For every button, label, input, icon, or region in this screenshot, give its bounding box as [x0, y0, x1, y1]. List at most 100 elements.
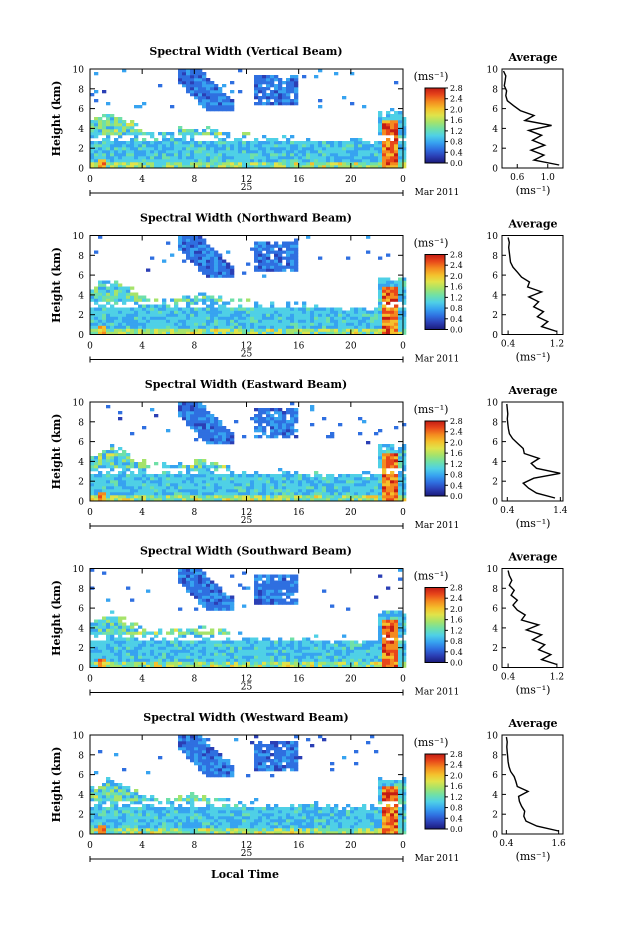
heatmap-cell — [194, 408, 199, 412]
heatmap-cell — [278, 598, 283, 602]
heatmap-cell — [262, 574, 267, 578]
heatmap-cell — [146, 141, 151, 145]
heatmap-cell — [134, 322, 139, 326]
heatmap-cell — [202, 250, 207, 254]
heatmap-cell — [202, 93, 207, 97]
colorbar-tick-label: 1.6 — [450, 616, 463, 625]
heatmap-cell — [326, 474, 331, 478]
heatmap-cell — [186, 420, 191, 424]
heatmap-cell — [310, 423, 315, 427]
heatmap-cell — [242, 604, 247, 608]
heatmap-cell — [382, 126, 387, 130]
heatmap-cell — [258, 153, 263, 157]
heatmap-cell — [226, 598, 231, 602]
heatmap-cell — [334, 147, 339, 151]
heatmap-cell — [170, 313, 175, 317]
heatmap-cell — [402, 289, 407, 293]
heatmap-cell — [198, 643, 203, 647]
heatmap-cell — [166, 649, 171, 653]
heatmap-cell — [378, 574, 383, 578]
heatmap-cell — [102, 498, 107, 502]
heatmap-cell — [194, 307, 199, 311]
heatmap-cell — [142, 459, 147, 463]
heatmap-cell — [210, 652, 215, 656]
heatmap-cell — [210, 586, 215, 590]
heatmap-cell — [270, 102, 275, 106]
heatmap-cell — [94, 313, 99, 317]
heatmap-cell — [398, 162, 403, 166]
heatmap-cell — [94, 810, 99, 814]
heatmap-cell — [142, 483, 147, 487]
heatmap-cell — [294, 268, 299, 272]
heatmap-cell — [202, 595, 207, 599]
heatmap-cell — [402, 325, 407, 329]
heatmap-cell — [334, 322, 339, 326]
heatmap-cell — [302, 310, 307, 314]
heatmap-cell — [354, 165, 359, 169]
heatmap-cell — [378, 316, 383, 320]
heatmap-cell — [206, 486, 211, 490]
heatmap-cell — [258, 150, 263, 154]
heatmap-cell — [134, 159, 139, 163]
heatmap-cell — [258, 156, 263, 160]
heatmap-cell — [122, 301, 127, 305]
heatmap-cell — [246, 298, 251, 302]
heatmap-cell — [290, 165, 295, 169]
heatmap-cell — [234, 480, 239, 484]
heatmap-cell — [194, 646, 199, 650]
colorbar-tick-label: 0.0 — [450, 492, 463, 501]
heatmap-cell — [258, 81, 263, 85]
heatmap-cell — [222, 640, 227, 644]
heatmap-cell — [346, 313, 351, 317]
heatmap-cell — [126, 640, 131, 644]
heatmap-cell — [246, 165, 251, 169]
heatmap-cell — [402, 301, 407, 305]
heatmap-cell — [274, 495, 279, 499]
heatmap-cell — [198, 322, 203, 326]
heatmap-cell — [274, 87, 279, 91]
heatmap-cell — [290, 574, 295, 578]
heatmap-cell — [210, 316, 215, 320]
heatmap-cell — [218, 316, 223, 320]
heatmap-cell — [402, 643, 407, 647]
heatmap-cell — [394, 156, 399, 160]
heatmap-cell — [362, 328, 367, 332]
heatmap-cell — [214, 316, 219, 320]
heatmap-cell — [126, 486, 131, 490]
heatmap-cell — [402, 286, 407, 290]
heatmap-cell — [214, 150, 219, 154]
heatmap-cell — [94, 132, 99, 136]
heatmap-cell — [178, 235, 183, 239]
heatmap-cell — [250, 640, 255, 644]
y-tick-label: 10 — [73, 232, 85, 242]
heatmap-cell — [286, 241, 291, 245]
heatmap-cell — [330, 483, 335, 487]
heatmap-cell — [310, 658, 315, 662]
heatmap-cell — [202, 586, 207, 590]
heatmap-cell — [258, 316, 263, 320]
heatmap-cell — [138, 646, 143, 650]
heatmap-cell — [206, 474, 211, 478]
heatmap-cell — [390, 450, 395, 454]
heatmap-cell — [342, 322, 347, 326]
heatmap-cell — [286, 580, 291, 584]
heatmap-cell — [378, 462, 383, 466]
heatmap-cell — [98, 292, 103, 296]
heatmap-cell — [378, 459, 383, 463]
heatmap-cell — [226, 268, 231, 272]
heatmap-cell — [294, 486, 299, 490]
heatmap-cell — [278, 259, 283, 263]
heatmap-cell — [186, 580, 191, 584]
heatmap-cell — [106, 129, 111, 133]
heatmap-cell — [314, 313, 319, 317]
heatmap-cell — [362, 319, 367, 323]
heatmap-cell — [210, 81, 215, 85]
heatmap-cell — [90, 631, 95, 635]
heatmap-cell — [194, 495, 199, 499]
heatmap-cell — [278, 408, 283, 412]
heatmap-cell — [202, 141, 207, 145]
heatmap-cell — [138, 492, 143, 496]
heatmap-cell — [386, 162, 391, 166]
heatmap-cell — [106, 661, 111, 665]
heatmap-cell — [366, 325, 371, 329]
